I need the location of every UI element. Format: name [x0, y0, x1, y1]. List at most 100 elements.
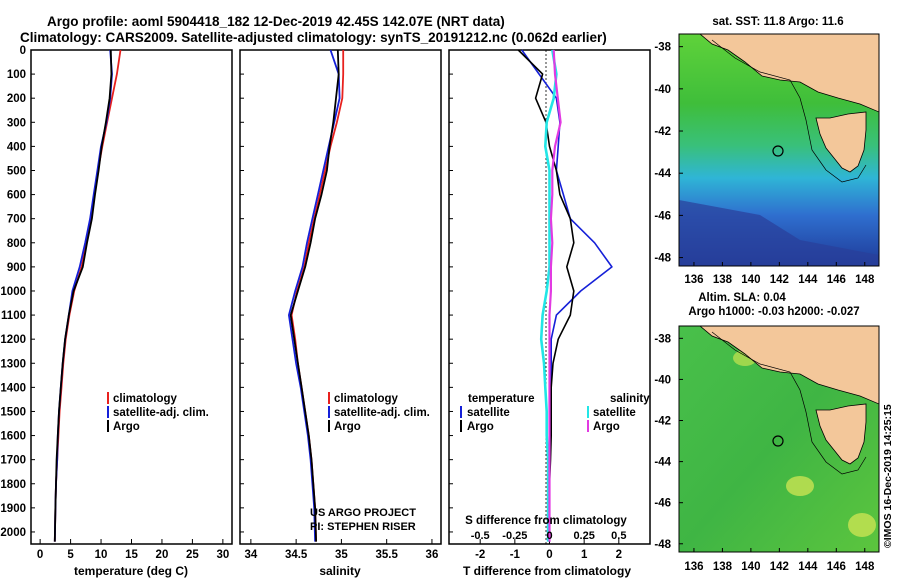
salinity-series	[287, 49, 345, 542]
lat-tick-label: -40	[654, 84, 671, 96]
depth-tick-label: 1500	[0, 406, 26, 418]
lat-tick-label: -38	[654, 42, 671, 54]
x-tick-label: 2	[616, 549, 622, 561]
depth-tick-label: 400	[7, 141, 26, 153]
series-line-temperature-satellite	[521, 49, 613, 542]
lat-tick-label: -42	[654, 126, 671, 138]
lon-tick-label: 148	[855, 561, 875, 573]
x-tick-label: 1	[581, 549, 588, 561]
legend-s-satellite-label: satellite	[593, 407, 636, 419]
depth-tick-label: 1600	[0, 431, 26, 443]
depth-tick-label: 900	[7, 262, 26, 274]
lon-tick-label: 144	[798, 561, 818, 573]
lon-tick-label: 138	[713, 561, 733, 573]
lon-tick-label: 136	[684, 561, 703, 573]
x-tick-label: 35	[335, 549, 348, 561]
header-title-line1: Argo profile: aoml 5904418_182 12-Dec-20…	[47, 14, 505, 29]
lat-tick-label: -46	[654, 210, 671, 222]
lon-tick-label: 146	[827, 274, 846, 286]
temperature-legend: climatology satellite-adj. clim. Argo	[107, 392, 209, 433]
tasmania-landmass	[815, 403, 867, 465]
series-line-climatology	[53, 49, 122, 542]
lat-tick-label: -40	[654, 374, 671, 386]
depth-tick-label: 100	[7, 69, 26, 81]
x-tick-label: 20	[156, 549, 169, 561]
depth-tick-label: 1700	[0, 455, 26, 467]
temperature-panel-frame	[30, 49, 233, 545]
x-tick-label: 25	[186, 549, 199, 561]
lat-tick-label: -44	[654, 168, 671, 180]
x-tick-label: 35.5	[375, 549, 398, 561]
depth-tick-label: 1000	[0, 286, 26, 298]
sla-bright-patch	[848, 513, 876, 537]
lat-tick-label: -46	[654, 498, 671, 510]
lat-tick-label: -48	[654, 539, 671, 551]
lat-tick-label: -44	[654, 457, 671, 469]
depth-tick-label: 800	[7, 238, 26, 250]
series-line-satellite-adj-clim-	[53, 49, 113, 542]
legend-climatology-label: climatology	[334, 393, 399, 405]
legend-satellite-label: satellite-adj. clim.	[113, 407, 209, 419]
depth-tick-label: 1300	[0, 358, 26, 370]
depth-tick-label: 200	[7, 93, 26, 105]
x-tick-label: 5	[67, 549, 74, 561]
sla-profile-marker	[772, 435, 784, 447]
lon-tick-label: 148	[855, 274, 875, 286]
x-tick-label: 10	[95, 549, 108, 561]
mainland-landmass	[699, 34, 879, 113]
imos-footer: ©IMOS 16-Dec-2019 14:25:15	[882, 404, 894, 548]
lat-tick-label: -48	[654, 253, 671, 265]
x-tick-label: 34.5	[285, 549, 308, 561]
sla-lat-ticks: -38 -40 -42 -44 -46 -48	[654, 333, 683, 551]
depth-tick-label: 1900	[0, 503, 26, 515]
depth-tick-label: 700	[7, 214, 26, 226]
s-tick-label: -0.5	[471, 530, 490, 542]
lat-tick-label: -42	[654, 416, 671, 428]
depth-tick-label: 1400	[0, 382, 26, 394]
depth-tick-label: 0	[20, 45, 26, 57]
s-tick-label: 0.25	[573, 530, 594, 542]
series-line-salinity-argo	[548, 49, 562, 542]
sst-cool-patch	[679, 200, 879, 266]
pi-credit: PI: STEPHEN RISER	[310, 521, 416, 533]
shelf-contour	[711, 39, 867, 183]
depth-axis: 0 100 200 300 400 500 600 700 800 900 1000 1100 1200…	[0, 45, 453, 539]
x-tick-label: -1	[510, 549, 521, 561]
legend-climatology-label: climatology	[113, 393, 178, 405]
sst-lat-ticks: -38 -40 -42 -44 -46 -48	[654, 42, 683, 265]
lon-tick-label: 136	[684, 274, 703, 286]
lon-tick-label: 144	[798, 274, 818, 286]
lon-tick-label: 140	[741, 561, 760, 573]
sst-map-title: sat. SST: 11.8 Argo: 11.6	[712, 16, 843, 28]
legend-argo-label: Argo	[113, 421, 140, 433]
x-tick-label: 15	[125, 549, 138, 561]
legend-temperature-title: temperature	[468, 393, 534, 405]
s-tick-label: -0.25	[502, 530, 527, 542]
legend-satellite-label: satellite-adj. clim.	[334, 407, 430, 419]
difference-series	[517, 49, 613, 542]
legend-s-argo-label: Argo	[593, 421, 620, 433]
series-line-argo	[289, 49, 340, 542]
sla-map-title-line2: Argo h1000: -0.03 h2000: -0.027	[688, 306, 859, 318]
x-tick-label: 0	[37, 549, 43, 561]
depth-tick-label: 300	[7, 117, 26, 129]
sla-lon-ticks: 136 138 140 142 144 146 148	[684, 548, 875, 573]
difference-x-label: T difference from climatology	[463, 564, 631, 578]
depth-tick-label: 1100	[1, 310, 26, 322]
project-credit: US ARGO PROJECT	[310, 507, 416, 519]
shelf-contour	[711, 331, 867, 475]
salinity-x-ticks: 34 34.5 35 35.5 36	[244, 539, 438, 561]
sst-map	[679, 34, 879, 266]
x-tick-label: 34	[244, 549, 257, 561]
depth-tick-label: 600	[7, 190, 26, 202]
series-line-climatology	[290, 50, 345, 542]
depth-tick-label: 500	[7, 165, 26, 177]
lon-tick-label: 142	[770, 561, 789, 573]
salinity-legend: climatology satellite-adj. clim. Argo	[328, 392, 430, 433]
sst-lon-ticks: 136 138 140 142 144 146 148	[684, 262, 875, 286]
depth-tick-label: 1200	[0, 334, 26, 346]
lon-tick-label: 142	[770, 274, 789, 286]
lon-tick-label: 138	[713, 274, 733, 286]
mainland-landmass	[699, 326, 879, 405]
